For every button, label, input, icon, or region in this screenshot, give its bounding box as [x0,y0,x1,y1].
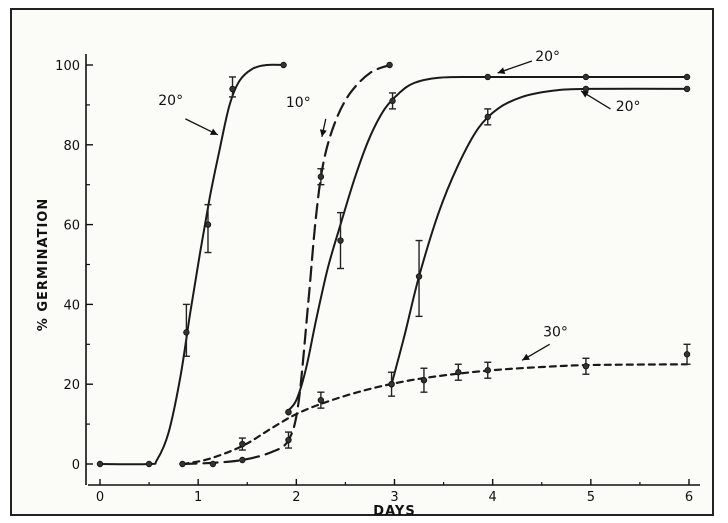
data-point [388,381,395,388]
data-point [484,113,491,121]
series-line-3 [390,87,688,386]
data-point [239,440,246,448]
x-axis-title: DAYS [373,504,415,519]
data-point [183,329,190,336]
y-tick-label: 100 [55,59,80,74]
series-line-2 [285,75,688,414]
error-bars [182,76,691,451]
data-point [337,237,344,244]
data-point [317,396,325,404]
data-point [582,363,590,370]
y-tick-label: 0 [72,458,80,473]
annotation-label: 20° [616,99,641,115]
data-point [683,351,691,358]
data-point [455,369,462,376]
x-tick-label: 6 [685,490,693,505]
data-point [317,173,325,180]
data-point [484,73,491,81]
data-point [389,97,396,105]
data-point [683,85,691,93]
chart-frame [10,8,714,516]
annotation-label: 30° [543,324,568,340]
annotation-label: 20° [535,49,560,65]
series-line-1 [181,63,391,466]
annotation-arrowhead [522,353,530,361]
annotation-label: 10° [286,95,311,111]
series-line-4 [181,363,689,466]
data-point [683,73,691,81]
x-tick-label: 1 [194,490,202,505]
annotations: 20° 10° 20° 20° 30° [158,49,641,361]
data-point [386,61,393,69]
data-markers [96,61,691,468]
series-line-0 [99,63,285,466]
data-point [582,85,590,93]
y-tick-label: 40 [63,298,80,313]
data-point [239,456,246,464]
data-point [96,460,104,468]
data-point [285,436,292,444]
y-tick-label: 60 [63,219,80,234]
x-tick-label: 5 [587,490,595,505]
annotation-arrowhead [209,128,218,135]
y-tick-label: 80 [63,139,80,154]
x-ticks: 0 1 2 3 4 5 6 [96,479,693,505]
data-point [420,377,428,384]
data-point [484,367,491,374]
data-point [229,85,236,93]
x-tick-label: 4 [489,490,497,505]
data-point [582,73,590,81]
x-tick-label: 3 [390,490,398,505]
data-point [179,460,186,468]
data-point [209,460,217,468]
annotation-arrowhead [497,67,506,74]
data-point [145,460,153,468]
data-point [415,273,423,280]
y-tick-label: 20 [63,378,80,393]
y-ticks: 0 20 40 60 80 100 [55,59,93,473]
x-tick-label: 2 [292,490,300,505]
data-point [285,408,292,416]
annotation-arrowhead [319,129,327,137]
data-point [204,221,212,228]
x-tick-label: 0 [96,490,104,505]
axes [85,54,700,486]
annotation-label: 20° [158,93,183,109]
data-point [280,61,287,69]
y-axis-title: % GERMINATION [36,198,51,331]
annotation-arrowhead [581,90,589,98]
curves [99,63,689,466]
